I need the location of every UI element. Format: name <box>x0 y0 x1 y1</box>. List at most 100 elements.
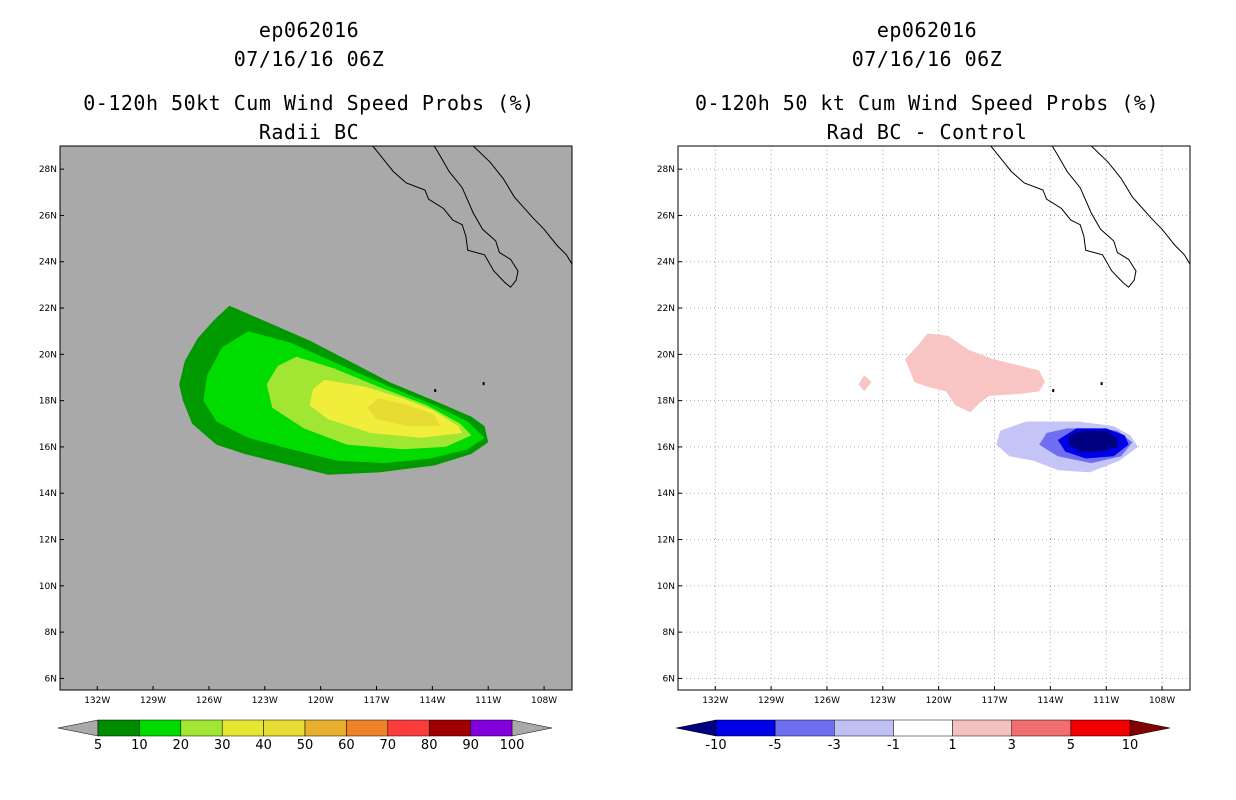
y-tick-label: 18N <box>39 397 57 407</box>
x-tick-label: 126W <box>196 696 222 706</box>
y-tick-label: 28N <box>657 165 675 175</box>
colorbar-label: 10 <box>131 738 148 753</box>
y-tick-label: 14N <box>657 489 675 499</box>
x-tick-label: 132W <box>84 696 110 706</box>
y-tick-label: 10N <box>39 582 57 592</box>
x-tick-label: 108W <box>531 696 557 706</box>
colorbar-swatch <box>834 719 894 737</box>
y-tick-label: 18N <box>657 397 675 407</box>
chart-subtitle: Rad BC - Control <box>826 120 1028 144</box>
coastline-baja <box>372 146 519 288</box>
y-tick-label: 22N <box>657 304 675 314</box>
y-tick-label: 12N <box>39 536 57 546</box>
coastline-mainland <box>1090 146 1190 265</box>
chart-title: 0-120h 50kt Cum Wind Speed Probs (%) <box>83 91 535 115</box>
y-tick-label: 10N <box>657 582 675 592</box>
colorbar-high-arrow <box>1129 719 1171 737</box>
difference-map: 28N 26N 24N 22N 20N 18N 16N 14N 12N 10N 8N 6N 132W 12… <box>657 145 1191 753</box>
storm-id: ep062016 <box>876 18 978 42</box>
chart-subtitle: Radii BC <box>258 120 360 144</box>
colorbar-label: 30 <box>214 738 231 753</box>
colorbar-label: 10 <box>1122 738 1139 753</box>
colorbar-swatch <box>221 719 264 737</box>
chart-title: 0-120h 50 kt Cum Wind Speed Probs (%) <box>694 91 1160 115</box>
colorbar-label: -1 <box>887 738 900 753</box>
colorbar-label: 40 <box>255 738 272 753</box>
colorbar-swatch <box>1011 719 1072 737</box>
plot-frame <box>677 145 1191 691</box>
x-tick-label: 111W <box>475 696 501 706</box>
colorbar-swatch <box>180 719 223 737</box>
x-tick-label: 126W <box>814 696 840 706</box>
x-tick-label: 117W <box>981 696 1007 706</box>
x-tick-label: 114W <box>1037 696 1063 706</box>
colorbar-label: 70 <box>380 738 397 753</box>
colorbar-swatch <box>1070 719 1131 737</box>
colorbar-swatch <box>97 719 140 737</box>
colorbar-swatch <box>715 719 776 737</box>
coastline-mainland <box>472 146 572 265</box>
x-tick-label: 111W <box>1093 696 1119 706</box>
island-mark <box>434 389 437 393</box>
colorbar-label: 20 <box>173 738 190 753</box>
y-tick-label: 20N <box>657 350 675 360</box>
contour-level-1 <box>905 333 1045 413</box>
colorbar-low-arrow <box>57 719 99 737</box>
x-tick-label: 129W <box>140 696 166 706</box>
x-tick-label: 132W <box>702 696 728 706</box>
colorbar-label: 90 <box>462 738 479 753</box>
colorbar-low-arrow <box>675 719 717 737</box>
colorbar-label: 1 <box>948 738 956 753</box>
y-tick-label: 8N <box>663 628 675 638</box>
colorbar-swatch <box>304 719 347 737</box>
x-tick-label: 114W <box>419 696 445 706</box>
x-tick-label: 129W <box>758 696 784 706</box>
colorbar-label: -3 <box>828 738 841 753</box>
y-tick-label: 24N <box>657 258 675 268</box>
y-tick-label: 14N <box>39 489 57 499</box>
y-tick-label: 12N <box>657 536 675 546</box>
x-tick-label: 120W <box>308 696 334 706</box>
left-panel: ep062016 07/16/16 06Z 0-120h 50kt Cum Wi… <box>39 18 573 753</box>
y-tick-label: 6N <box>45 674 57 684</box>
y-tick-label: 16N <box>657 443 675 453</box>
valid-date: 07/16/16 06Z <box>851 47 1003 71</box>
colorbar-swatch <box>263 719 306 737</box>
island-mark <box>1100 382 1103 386</box>
colorbar-label: 3 <box>1008 738 1016 753</box>
colorbar-swatch <box>428 719 471 737</box>
colorbar-label: 5 <box>94 738 102 753</box>
x-tick-label: 123W <box>252 696 278 706</box>
colorbar-swatch <box>952 719 1012 737</box>
contour-level-1 <box>858 375 872 392</box>
colorbar-label: -5 <box>769 738 782 753</box>
right-panel: ep062016 07/16/16 06Z 0-120h 50 kt Cum W… <box>618 0 1236 800</box>
coastline-baja <box>990 146 1137 288</box>
y-tick-label: 8N <box>45 628 57 638</box>
contour-level-minus10 <box>1069 430 1118 452</box>
storm-id: ep062016 <box>258 18 360 42</box>
colorbar-swatch <box>470 719 513 737</box>
colorbar-label: 100 <box>500 738 525 753</box>
y-tick-label: 20N <box>39 350 57 360</box>
island-mark <box>1052 389 1055 393</box>
y-tick-label: 16N <box>39 443 57 453</box>
probability-map: 28N 26N 24N 22N 20N 18N 16N 14N 12N 10N 8N 6N 132W 12… <box>39 145 573 753</box>
colorbar-swatch <box>893 719 953 737</box>
y-tick-label: 26N <box>39 211 57 221</box>
colorbar-label: 80 <box>421 738 438 753</box>
colorbar-label: 5 <box>1067 738 1075 753</box>
colorbar-swatch <box>346 719 389 737</box>
colorbar-swatch <box>139 719 182 737</box>
colorbar-label: 60 <box>338 738 355 753</box>
plot-frame <box>59 145 573 691</box>
y-tick-label: 24N <box>39 258 57 268</box>
x-tick-label: 108W <box>1149 696 1175 706</box>
plot-content <box>179 146 572 475</box>
valid-date: 07/16/16 06Z <box>233 47 385 71</box>
colorbar-label: 50 <box>297 738 314 753</box>
island-mark <box>482 382 485 386</box>
x-tick-label: 117W <box>363 696 389 706</box>
y-tick-label: 22N <box>39 304 57 314</box>
y-tick-label: 28N <box>39 165 57 175</box>
